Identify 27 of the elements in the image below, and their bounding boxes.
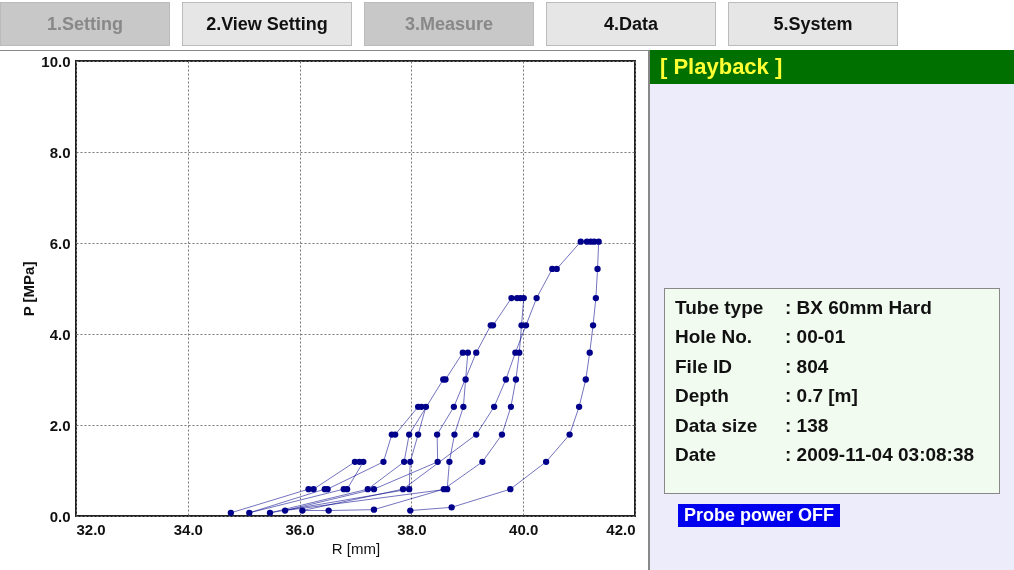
text: File ID : 804	[675, 355, 829, 377]
text: Tube type : BX 60mm Hard	[675, 296, 932, 319]
y-tick-label: 2.0	[49, 416, 71, 434]
x-tick-label: 38.0	[397, 520, 427, 538]
text: Data size : 138	[675, 414, 829, 436]
y-tick-label: 6.0	[49, 234, 71, 252]
text: 3.Measure	[364, 2, 534, 46]
text: Date : 2009-11-04 03:08:38	[675, 444, 975, 466]
x-axis-title: R [mm]	[331, 539, 381, 557]
text: Depth : 0.7 [m]	[675, 385, 858, 407]
text: 1.Setting	[0, 2, 170, 46]
x-tick-label: 32.0	[76, 520, 106, 538]
text: Probe power OFF	[678, 504, 841, 527]
y-axis-title: P [MPa]	[20, 261, 38, 317]
text: Hole No. : 00-01	[675, 326, 846, 348]
text: 2.View Setting	[182, 2, 352, 46]
y-tick-label: 4.0	[49, 325, 71, 343]
y-tick-label: 8.0	[49, 143, 71, 161]
text: 5.System	[728, 2, 898, 46]
x-tick-label: 42.0	[606, 520, 636, 538]
y-tick-label: 0.0	[49, 507, 71, 525]
y-tick-label: 10.0	[41, 52, 71, 70]
x-tick-label: 34.0	[173, 520, 203, 538]
text: [ Playback ]	[650, 50, 1014, 84]
text: 4.Data	[546, 2, 716, 46]
x-tick-label: 40.0	[509, 520, 539, 538]
x-tick-label: 36.0	[285, 520, 315, 538]
